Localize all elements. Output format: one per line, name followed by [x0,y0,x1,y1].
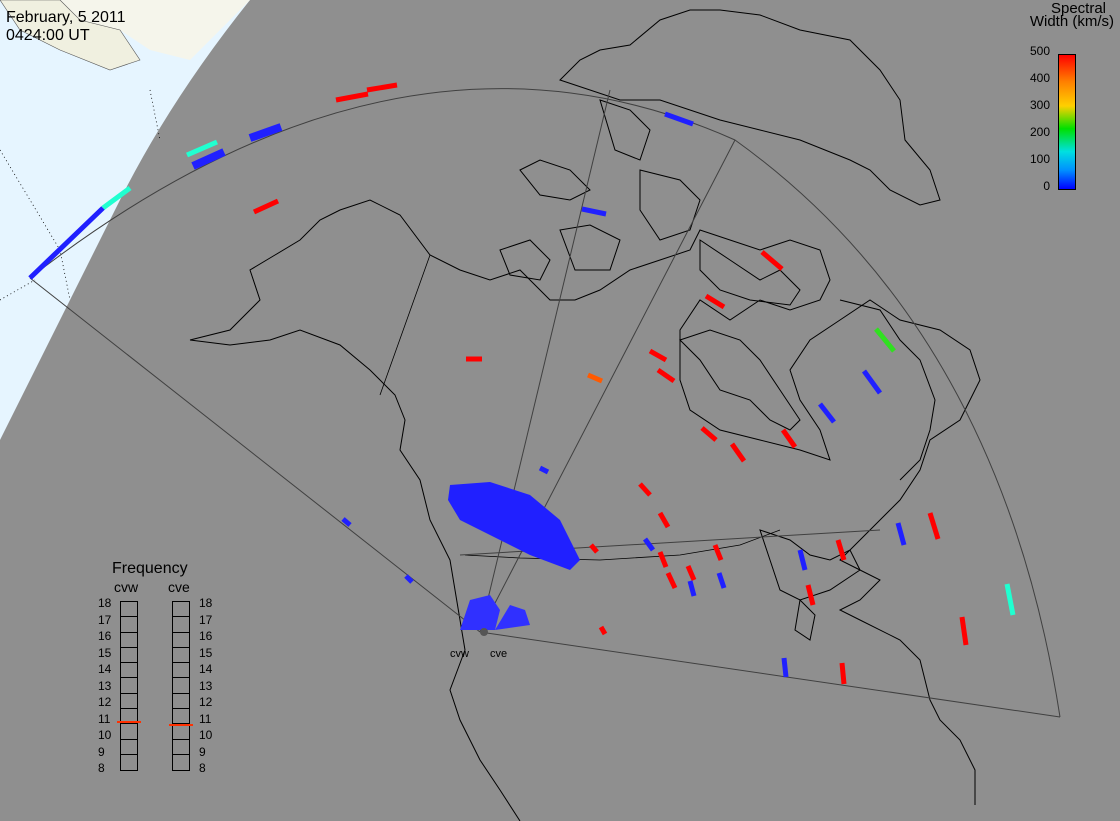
frequency-scale-label-left: 18 [98,596,112,610]
site-label-cvw: cvw [450,648,469,660]
radar-name-cvw: cvw [114,579,139,595]
frequency-marker-cvw [117,721,141,724]
near-range-scatter [460,595,530,630]
frequency-scale-label-left: 13 [98,678,112,693]
frequency-scale-label-left: 11 [98,711,111,726]
frequency-scale-label-right: 12 [199,695,213,709]
radar-name-cve: cve [168,579,190,595]
legend-tick: 500 [1029,44,1050,58]
borders [379,254,781,561]
frequency-scale-label-left: 12 [98,695,112,709]
frequency-scale-label-left: 17 [98,612,112,627]
scatter-blue-patch [448,482,580,570]
frequency-scale-label-right: 10 [199,728,213,742]
map-time: 0424:00 UT [6,27,90,44]
frequency-scale-label-left: 8 [98,761,105,775]
frequency-scale-label-right: 14 [199,662,213,676]
frequency-scale-label-left: 10 [98,728,112,742]
legend-tick: 300 [1029,98,1050,112]
legend-title: Spectral [1050,0,1106,17]
frequency-scale-label-right: 13 [199,678,213,693]
frequency-scale-label-left: 16 [98,629,112,643]
frequency-scale-label-left: 9 [98,744,105,759]
sunlit-region [0,0,250,440]
frequency-scale-label-left: 14 [98,662,112,676]
legend-subtitle: Width (km/s) [1029,13,1114,30]
frequency-scale-label-right: 8 [199,761,206,775]
site-label-cve: cve [490,648,508,660]
frequency-marker-cve [169,724,193,727]
legend-tick: 0 [1043,179,1050,193]
radar-site-marker [480,628,488,636]
frequency-scale-label-right: 9 [199,744,206,759]
map-date: February, 5 2011 [6,9,126,26]
frequency-title: Frequency [112,560,188,577]
frequency-bar-cvw [120,601,138,771]
frequency-scale-label-right: 17 [199,612,213,627]
echo-bars [28,82,1016,685]
legend-tick: 400 [1029,71,1050,85]
legend-tick: 200 [1029,125,1050,139]
legend-tick: 100 [1029,152,1050,166]
spectral-width-colorbar [1058,54,1076,190]
frequency-bar-cve [172,601,190,771]
arctic-coast-region [0,0,141,71]
frequency-scale-label-right: 11 [199,711,212,726]
frequency-scale-label-right: 18 [199,596,213,610]
frequency-scale-label-right: 15 [199,645,213,660]
frequency-scale-label-right: 16 [199,629,213,643]
coastlines [189,9,981,821]
frequency-scale-label-left: 15 [98,645,112,660]
